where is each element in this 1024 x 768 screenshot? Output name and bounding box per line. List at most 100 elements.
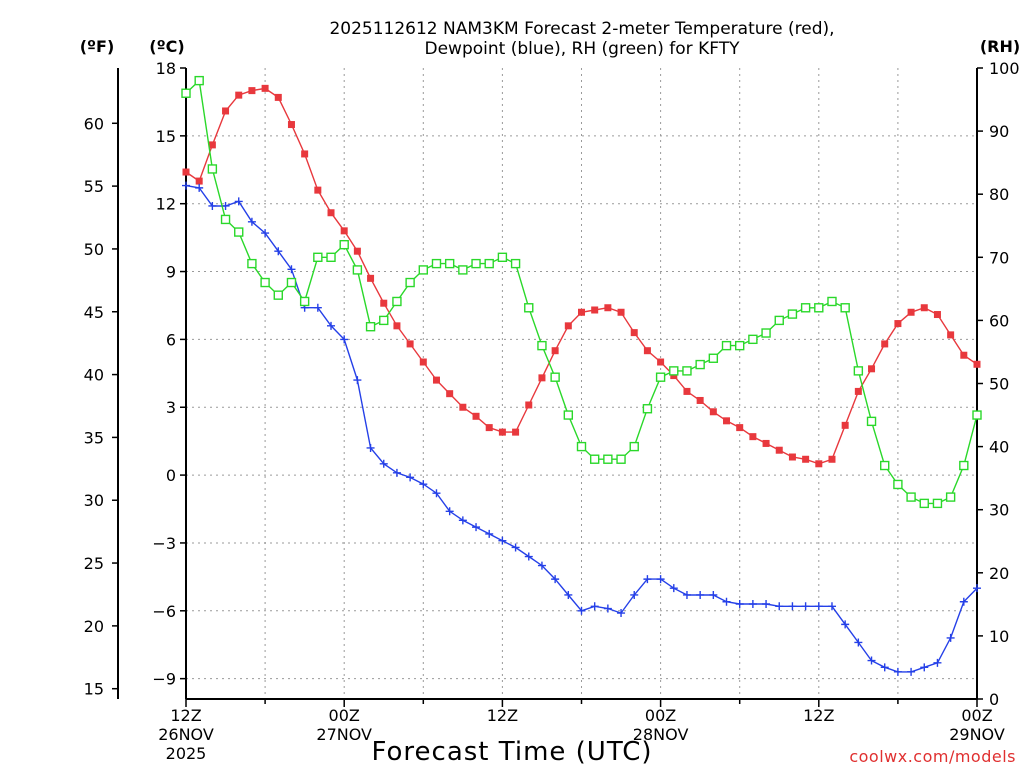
- meter-temperature-c-point: [630, 329, 638, 337]
- meter-temperature-c-point: [182, 168, 190, 176]
- dewpoint-c-point: [577, 606, 586, 615]
- meter-temperature-c-point: [538, 374, 546, 382]
- dewpoint-c-point: [762, 600, 771, 609]
- rh-point: [365, 322, 376, 332]
- dewpoint-c-point: [590, 602, 599, 611]
- rh-tick-label: 90: [989, 122, 1009, 141]
- meter-temperature-c-point: [802, 455, 810, 463]
- rh-point: [260, 277, 270, 288]
- dewpoint-c-point: [458, 516, 467, 525]
- dewpoint-c-point: [327, 321, 336, 330]
- dewpoint-c-point: [880, 663, 889, 672]
- rh-point: [603, 454, 613, 464]
- x-tick-label: 12Z: [803, 706, 834, 725]
- meter-temperature-c-point: [222, 107, 230, 115]
- rh-point: [550, 372, 560, 382]
- dewpoint-c-point: [788, 602, 797, 611]
- rh-point: [326, 252, 336, 263]
- meter-temperature-c-point: [459, 403, 467, 411]
- dewpoint-c-point: [933, 658, 942, 667]
- rh-point: [247, 258, 257, 269]
- meter-temperature-c-point: [274, 93, 282, 101]
- fahrenheit-tick-label: 40: [84, 366, 104, 385]
- rh-point: [418, 265, 428, 275]
- meter-temperature-c-point: [578, 308, 585, 316]
- dewpoint-c-point: [841, 620, 850, 629]
- rh-tick-label: 80: [989, 185, 1009, 204]
- dewpoint-c-point: [801, 602, 810, 611]
- dewpoint-c-point: [709, 590, 718, 599]
- dewpoint-c-point: [564, 590, 573, 599]
- rh-point: [616, 454, 626, 464]
- rh-point: [497, 252, 508, 263]
- fahrenheit-tick-label: 25: [84, 554, 104, 573]
- rh-point: [866, 416, 877, 427]
- meter-temperature-c-point: [907, 308, 915, 316]
- grid-lines: [186, 68, 977, 699]
- meter-temperature-c-point: [723, 417, 731, 425]
- fahrenheit-tick-label: 50: [84, 240, 104, 259]
- meter-temperature-c-point: [340, 227, 348, 235]
- dewpoint-c-point: [907, 667, 916, 676]
- dewpoint-c-point: [524, 552, 533, 561]
- fahrenheit-tick-label: 55: [84, 177, 104, 196]
- rh-point: [655, 372, 666, 382]
- x-tick-label: 00Z 28NOV: [633, 706, 689, 744]
- rh-point: [853, 366, 864, 376]
- plot-frame: [185, 68, 978, 700]
- rh-point: [286, 277, 297, 288]
- meter-temperature-c-point: [248, 87, 256, 95]
- rh-point: [299, 296, 310, 307]
- rh-point: [800, 303, 811, 313]
- rh-point: [405, 277, 415, 288]
- rh-point: [458, 265, 468, 275]
- credit-text: coolwx.com/models: [849, 747, 1016, 766]
- dewpoint-c-point: [854, 638, 863, 647]
- meter-temperature-c-point: [683, 387, 691, 395]
- rh-tick-label: 50: [989, 375, 1009, 394]
- celsius-tick-label: −6: [152, 602, 176, 621]
- dewpoint-c-point: [722, 597, 731, 606]
- dewpoint-c-point: [445, 507, 454, 516]
- dewpoint-c-series: [182, 181, 981, 676]
- celsius-tick-label: 6: [166, 330, 176, 349]
- rh-point: [695, 359, 705, 370]
- rh-point: [840, 303, 850, 313]
- dewpoint-c-point: [617, 609, 626, 618]
- dewpoint-c-point: [867, 656, 876, 665]
- celsius-tick-label: 3: [166, 398, 176, 417]
- rh-point: [748, 334, 758, 345]
- dewpoint-c-point: [696, 590, 705, 599]
- meter-temperature-c-point: [709, 408, 717, 416]
- meter-temperature-c-point: [960, 351, 968, 359]
- rh-tick-label: 30: [989, 501, 1009, 520]
- meter-temperature-c-point: [775, 446, 783, 454]
- fahrenheit-tick-label: 35: [84, 428, 104, 447]
- dewpoint-c-point: [551, 575, 560, 584]
- meter-temperature-c-point: [762, 439, 770, 447]
- rh-point: [919, 498, 929, 509]
- dewpoint-c-point: [419, 480, 428, 489]
- dewpoint-c-point: [379, 459, 388, 468]
- meter-temperature-c-point: [367, 274, 375, 282]
- dewpoint-c-point: [340, 335, 349, 344]
- celsius-tick-label: 9: [166, 263, 176, 282]
- meter-temperature-c-point: [894, 320, 902, 328]
- meter-temperature-c-point: [617, 308, 625, 316]
- x-tick-label: 00Z 27NOV: [316, 706, 372, 744]
- rh-point: [708, 353, 719, 363]
- rh-point: [352, 265, 363, 275]
- meter-temperature-c-point: [472, 412, 480, 420]
- dewpoint-c-point: [603, 604, 612, 613]
- meter-temperature-c-point: [327, 209, 335, 217]
- meter-temperature-c-point: [525, 401, 533, 409]
- rh-unit-label: (RH): [980, 37, 1020, 56]
- dewpoint-c-point: [814, 602, 823, 611]
- dewpoint-c-point: [195, 183, 204, 192]
- dewpoint-c-point: [274, 247, 283, 256]
- rh-point: [774, 315, 784, 326]
- dewpoint-c-point: [182, 181, 190, 190]
- meter-temperature-c-point: [854, 387, 862, 395]
- meter-temperature-c-point: [235, 91, 243, 99]
